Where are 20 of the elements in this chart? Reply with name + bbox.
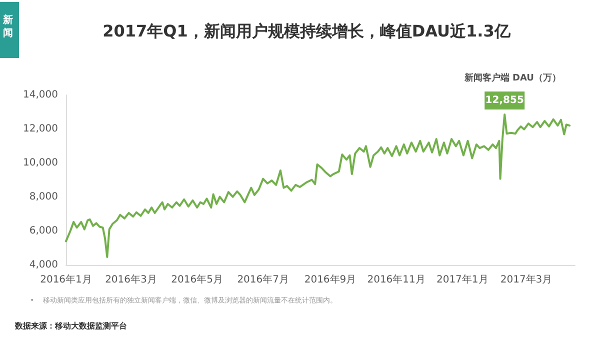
y-tick-label: 4,000: [29, 260, 58, 270]
chart-title: 2017年Q1，新闻用户规模持续增长，峰值DAU近1.3亿: [102, 22, 512, 40]
source-note: 数据来源：移动大数据监测平台: [14, 322, 127, 330]
annotation: 12,855: [485, 94, 524, 106]
y-tick-label: 10,000: [23, 158, 58, 168]
x-tick-label: 2017年3月: [500, 274, 552, 286]
x-tick-label: 2016年11月: [367, 274, 426, 286]
text: 新闻: [2, 14, 13, 39]
line-series: [65, 113, 571, 258]
x-tick-label: 2016年7月: [237, 274, 290, 286]
x-tick-label: 2017年1月: [436, 274, 488, 286]
y-tick-label: 6,000: [29, 226, 58, 236]
x-tick-label: 2016年1月: [40, 274, 92, 286]
y-axis-title: 新闻客户端 DAU（万）: [463, 72, 561, 84]
y-tick-label: 12,000: [23, 124, 58, 134]
y-tick-label: 8,000: [29, 192, 58, 202]
x-tick-label: 2016年3月: [105, 274, 157, 286]
x-tick-label: 2016年5月: [171, 274, 223, 286]
y-tick-label: 14,000: [23, 90, 58, 100]
x-tick-label: 2016年9月: [304, 274, 356, 286]
